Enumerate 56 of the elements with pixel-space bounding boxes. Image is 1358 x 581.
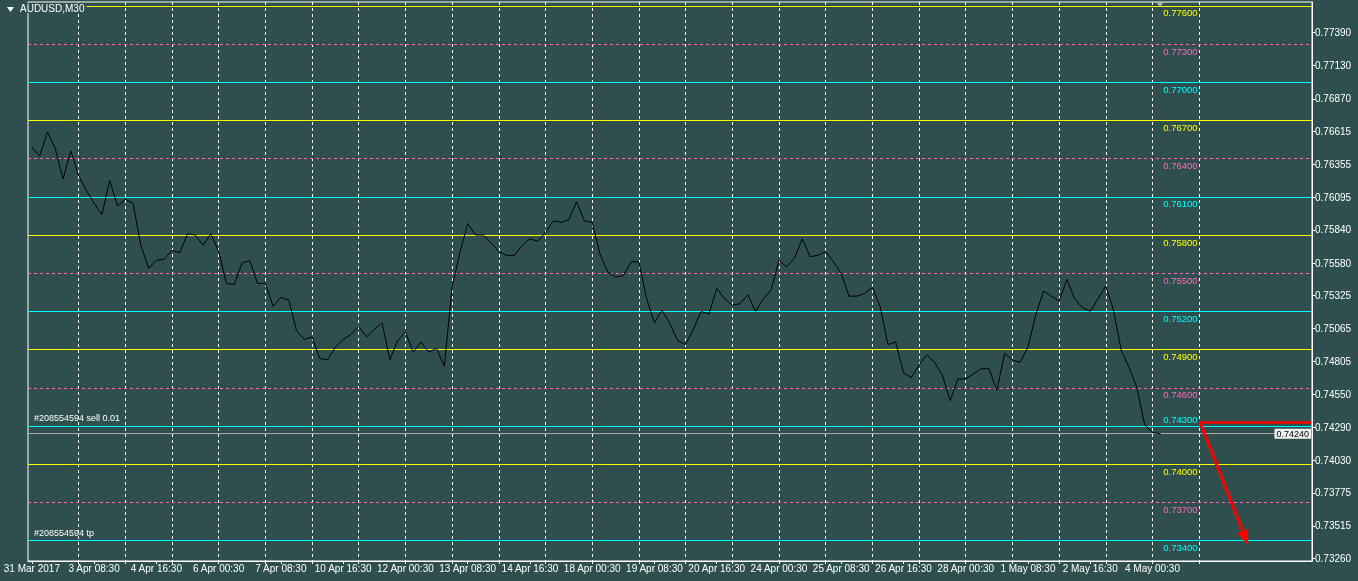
x-tick-label: 31 Mar 2017 <box>3 562 61 574</box>
x-tick-label: 4 Apr 16:30 <box>130 562 183 574</box>
y-tick-label: 0.73515 <box>1315 520 1352 532</box>
x-tick-label: 20 Apr 16:30 <box>688 562 746 574</box>
line-series <box>31 131 1161 435</box>
y-tick-label: 0.74030 <box>1315 454 1352 466</box>
chart-title: AUDUSD,M30 <box>20 2 85 14</box>
x-tick-label: 3 Apr 08:30 <box>68 562 121 574</box>
ref-line-label: 0.77300 <box>1163 45 1198 57</box>
x-tick-label: 2 May 16:30 <box>1062 562 1119 574</box>
y-tick-label: 0.73775 <box>1315 487 1352 499</box>
y-tick-label: 0.75325 <box>1315 290 1352 302</box>
ref-line-label: 0.73400 <box>1163 542 1198 554</box>
y-tick-label: 0.76615 <box>1315 125 1352 137</box>
x-tick-label: 4 May 00:30 <box>1124 562 1181 574</box>
x-tick-label: 13 Apr 08:30 <box>439 562 497 574</box>
ref-line-label: 0.75200 <box>1163 312 1198 324</box>
ref-line-label: 0.74600 <box>1163 389 1198 401</box>
y-tick-label: 0.75065 <box>1315 323 1352 335</box>
x-tick-label: 12 Apr 00:30 <box>377 562 435 574</box>
y-tick-label: 0.74550 <box>1315 388 1352 400</box>
y-tick-label: 0.75840 <box>1315 224 1352 236</box>
y-tick-label: 0.77390 <box>1315 27 1352 39</box>
x-tick-label: 1 May 08:30 <box>1000 562 1056 574</box>
x-tick-label: 26 Apr 16:30 <box>875 562 933 574</box>
x-tick-label: 6 Apr 00:30 <box>193 562 245 574</box>
ref-line-label: 0.76100 <box>1163 198 1198 210</box>
annotation: #208554594 tp <box>34 527 95 538</box>
x-tick-label: 14 Apr 16:30 <box>501 562 559 574</box>
y-tick-label: 0.76355 <box>1315 158 1352 170</box>
y-tick-label: 0.76870 <box>1315 93 1352 105</box>
ref-line-label: 0.77600 <box>1163 7 1198 19</box>
x-tick-label: 19 Apr 08:30 <box>626 562 684 574</box>
ref-line-label: 0.74900 <box>1163 351 1198 363</box>
annotation: #208554594 sell 0.01 <box>34 412 121 423</box>
y-tick-label: 0.77130 <box>1315 60 1352 72</box>
x-tick-label: 18 Apr 00:30 <box>563 562 621 574</box>
ref-line-label: 0.73700 <box>1163 503 1198 515</box>
y-tick-label: 0.74805 <box>1315 356 1352 368</box>
x-tick-label: 28 Apr 00:30 <box>937 562 995 574</box>
ref-line-label: 0.75500 <box>1163 274 1198 286</box>
ref-line-label: 0.74300 <box>1163 413 1198 425</box>
ref-line-label: 0.77000 <box>1163 83 1198 95</box>
y-tick-label: 0.76095 <box>1315 191 1352 203</box>
ref-line-label: 0.75800 <box>1163 236 1198 248</box>
x-tick-label: 25 Apr 08:30 <box>812 562 870 574</box>
x-tick-label: 10 Apr 16:30 <box>314 562 372 574</box>
ref-line-label: 0.74000 <box>1163 465 1198 477</box>
y-tick-label: 0.74290 <box>1315 421 1352 433</box>
y-tick-label: 0.73260 <box>1315 552 1352 564</box>
annotation: 0.74240 <box>1276 428 1309 439</box>
x-tick-label: 24 Apr 00:30 <box>750 562 808 574</box>
x-tick-label: 7 Apr 08:30 <box>255 562 307 574</box>
ref-line-label: 0.76400 <box>1163 160 1198 172</box>
y-tick-label: 0.75580 <box>1315 257 1352 269</box>
ref-line-label: 0.76700 <box>1163 121 1198 133</box>
